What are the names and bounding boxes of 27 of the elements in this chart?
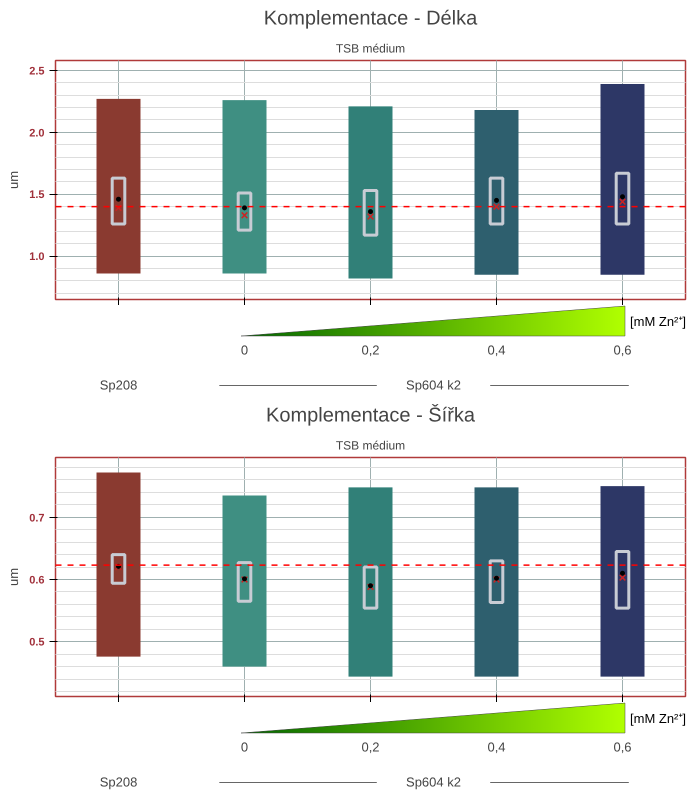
- text: 0: [240, 739, 248, 754]
- text: 0: [240, 342, 248, 358]
- y-tick-label: 1.5: [29, 189, 45, 202]
- text: [mM Zn²⁺]: [630, 313, 686, 331]
- text: [mM Zn²⁺]: [630, 710, 686, 728]
- chart-title: Komplementace - Délka: [264, 8, 478, 30]
- chart-subtitle: TSB médium: [336, 42, 406, 56]
- y-tick-label: 2.5: [29, 65, 45, 78]
- chart-subtitle: TSB médium: [336, 438, 406, 452]
- y-tick-label: 0.7: [29, 512, 45, 524]
- text: 0,6: [613, 342, 632, 358]
- y-tick-label: 2.0: [29, 127, 45, 140]
- text: Sp604 k2: [406, 774, 461, 790]
- text: 0,2: [361, 739, 380, 754]
- text: 0,4: [487, 342, 506, 358]
- y-axis-title: um: [6, 568, 22, 586]
- y-tick-label: 0.6: [29, 574, 45, 586]
- text: Sp604 k2: [406, 378, 461, 393]
- text: 0,2: [361, 342, 380, 358]
- text: 0,4: [487, 739, 506, 754]
- text: Sp208: [100, 378, 138, 393]
- y-tick-label: 1.0: [29, 251, 45, 264]
- y-tick-label: 0.5: [29, 636, 45, 649]
- chart-title: Komplementace - Šířka: [266, 404, 476, 426]
- text: Sp208: [100, 774, 138, 790]
- text: 0,6: [613, 739, 632, 754]
- y-axis-title: um: [6, 170, 22, 190]
